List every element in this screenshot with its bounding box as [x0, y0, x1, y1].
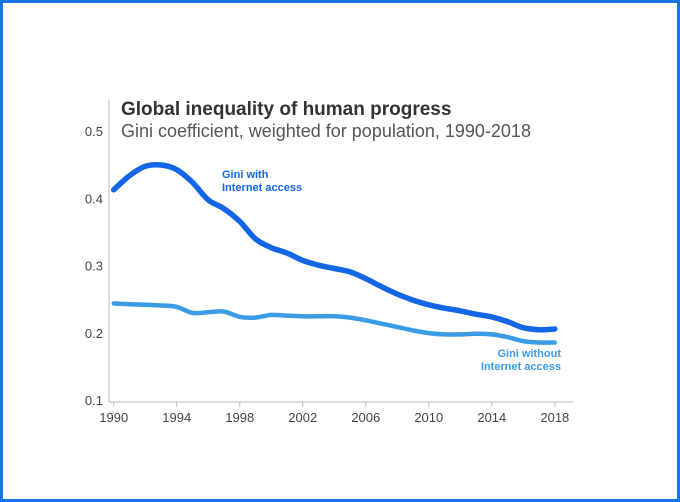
- x-tick-label: 2014: [477, 410, 506, 425]
- y-tick-label: 0.1: [85, 393, 103, 408]
- y-tick-label: 0.3: [85, 259, 103, 274]
- y-tick-label: 0.4: [85, 191, 103, 206]
- series-line-with-internet: [110, 161, 558, 333]
- series-line-without-internet: [111, 301, 558, 345]
- chart-title: Global inequality of human progress: [121, 99, 451, 120]
- series-label-with-internet: Gini with: [222, 169, 269, 181]
- chart-subtitle: Gini coefficient, weighted for populatio…: [121, 121, 531, 141]
- y-tick-label: 0.2: [85, 326, 103, 341]
- y-tick-label: 0.5: [85, 124, 103, 139]
- x-tick-label: 1998: [225, 410, 254, 425]
- series-label-with-internet: Internet access: [222, 182, 302, 194]
- x-tick-label: 2018: [540, 410, 569, 425]
- x-tick-label: 2002: [288, 410, 317, 425]
- series-label-without-internet: Internet access: [481, 361, 561, 373]
- x-tick-label: 2006: [351, 410, 380, 425]
- x-tick-label: 2010: [414, 410, 443, 425]
- series-label-without-internet: Gini without: [497, 348, 561, 360]
- x-tick-label: 1990: [99, 410, 128, 425]
- x-tick-label: 1994: [162, 410, 191, 425]
